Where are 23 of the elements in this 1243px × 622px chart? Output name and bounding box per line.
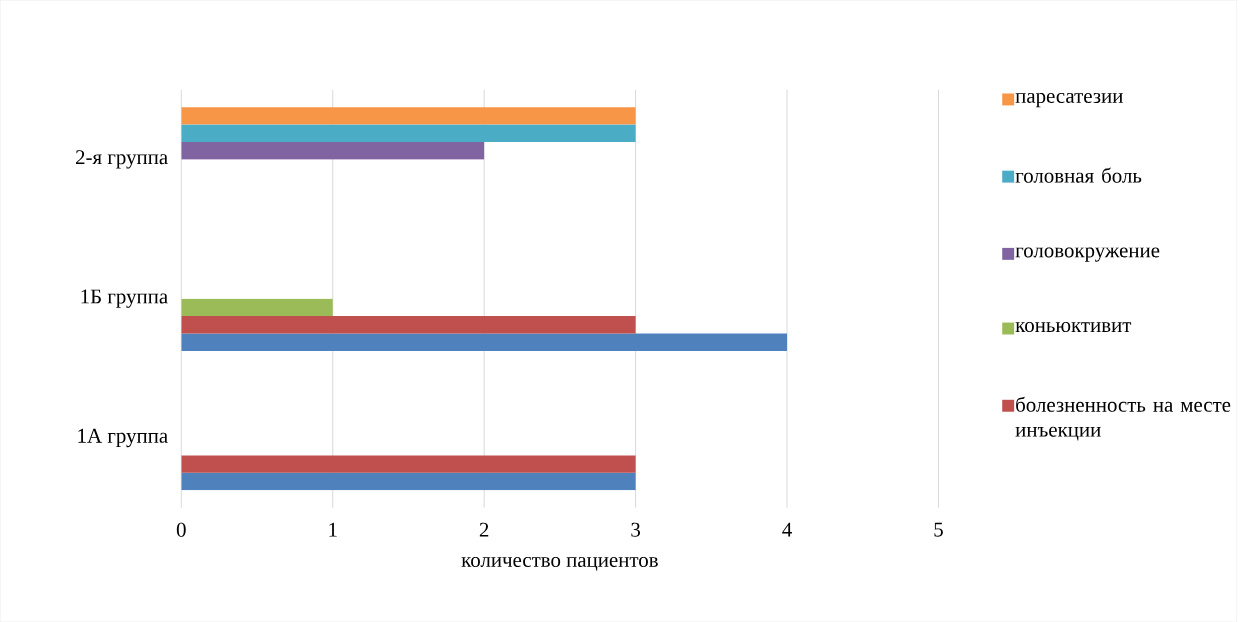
x-tick-label: 3 <box>631 522 640 537</box>
legend-label: головокружение <box>1015 247 1160 262</box>
bar <box>181 141 485 160</box>
bar <box>181 298 333 316</box>
y-tick-label: 1А группа <box>78 428 168 448</box>
y-tick-label: 1Б группа <box>81 289 168 308</box>
bar <box>181 107 636 125</box>
bar <box>181 315 636 334</box>
x-tick-label: 4 <box>782 522 792 537</box>
legend-label: головная боль <box>1015 167 1142 183</box>
x-tick-label: 1 <box>329 522 337 537</box>
legend-label: паресатезии <box>1015 92 1123 108</box>
bar <box>181 124 636 142</box>
legend-label: болезненность на месте инъекции <box>1015 396 1231 441</box>
bar <box>181 455 636 473</box>
x-tick-label: 0 <box>176 522 186 537</box>
y-tick-label: 2-я группа <box>76 150 168 169</box>
bar <box>181 333 788 351</box>
x-tick-label: 2 <box>479 522 489 537</box>
legend-label: коньюктивит <box>1015 321 1132 332</box>
x-axis-title: количество пациентов <box>461 556 658 571</box>
x-tick-label: 5 <box>934 522 943 537</box>
bar <box>181 472 636 491</box>
